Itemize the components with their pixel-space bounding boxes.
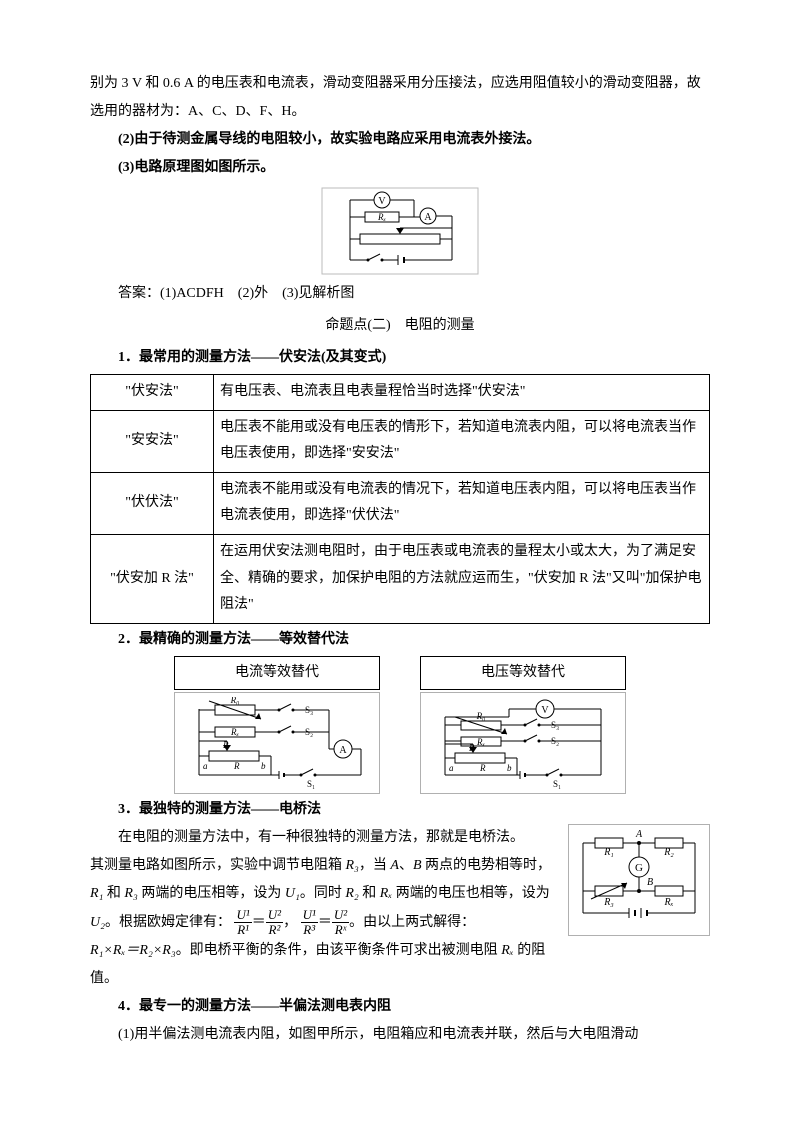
- svg-text:R₃: R₃: [603, 897, 614, 908]
- cell-desc: 电压表不能用或没有电压表的情形下，若知道电流表内阻，可以将电流表当作电压表使用，…: [214, 410, 710, 472]
- svg-text:Rₓ: Rₓ: [377, 212, 386, 222]
- svg-text:b: b: [507, 763, 512, 773]
- equiv-right-title: 电压等效替代: [420, 656, 626, 690]
- cell-label: "伏安加 R 法": [91, 534, 214, 623]
- svg-text:S₁: S₁: [307, 779, 315, 789]
- svg-text:R₀: R₀: [230, 697, 240, 705]
- svg-text:R: R: [479, 763, 486, 773]
- equiv-left-title: 电流等效替代: [174, 656, 380, 690]
- svg-text:B: B: [647, 877, 653, 888]
- methods-table: "伏安法" 有电压表、电流表且电表量程恰当时选择"伏安法" "安安法" 电压表不…: [90, 374, 710, 624]
- table-row: "伏安加 R 法" 在运用伏安法测电阻时，由于电压表或电流表的量程太小或太大，为…: [91, 534, 710, 623]
- svg-text:Rₓ: Rₓ: [664, 897, 674, 908]
- cell-label: "伏伏法": [91, 472, 214, 534]
- cell-desc: 在运用伏安法测电阻时，由于电压表或电流表的量程太小或太大，为了满足安全、精确的要…: [214, 534, 710, 623]
- answer-line: 答案：(1)ACDFH (2)外 (3)见解析图: [90, 280, 710, 308]
- table-row: "伏安法" 有电压表、电流表且电表量程恰当时选择"伏安法": [91, 375, 710, 411]
- fraction: U²R²: [266, 908, 283, 938]
- method3-title: 3．最独特的测量方法——电桥法: [90, 796, 710, 824]
- svg-text:A: A: [635, 829, 643, 840]
- svg-text:a: a: [203, 761, 208, 771]
- svg-text:Rₓ: Rₓ: [476, 737, 485, 747]
- svg-text:S₁: S₁: [553, 779, 561, 789]
- intro-p1: 别为 3 V 和 0.6 A 的电压表和电流表，滑动变阻器采用分压接法，应选用阻…: [90, 70, 710, 126]
- svg-text:R₂: R₂: [663, 847, 674, 858]
- fraction: U²Rˣ: [332, 908, 349, 938]
- svg-text:V: V: [378, 196, 386, 207]
- circuit-diagram-1: V A Rₓ: [320, 186, 480, 276]
- bridge-p3: R₁×Rₓ＝R₂×R₃。即电桥平衡的条件，由该平衡条件可求出被测电阻 Rₓ 的阻…: [90, 937, 710, 993]
- equiv-right: 电压等效替代 V R₀: [420, 656, 626, 794]
- svg-text:A: A: [424, 212, 432, 223]
- method2-title: 2．最精确的测量方法——等效替代法: [90, 626, 710, 654]
- table-row: "安安法" 电压表不能用或没有电压表的情形下，若知道电流表内阻，可以将电流表当作…: [91, 410, 710, 472]
- equiv-right-fig: V R₀ S₃: [420, 692, 626, 794]
- method4-title: 4．最专一的测量方法——半偏法测电表内阻: [90, 993, 710, 1021]
- intro-p2: (2)由于待测金属导线的电阻较小，故实验电路应采用电流表外接法。: [90, 126, 710, 154]
- equiv-substitution-figures: 电流等效替代 R₀ S₃: [90, 656, 710, 794]
- cell-label: "安安法": [91, 410, 214, 472]
- method1-title: 1．最常用的测量方法——伏安法(及其变式): [90, 344, 710, 372]
- svg-text:Rₓ: Rₓ: [230, 727, 239, 737]
- section2-title: 命题点(二) 电阻的测量: [90, 312, 710, 340]
- equiv-left-fig: R₀ S₃ Rₓ S₂: [174, 692, 380, 794]
- svg-text:R₀: R₀: [476, 711, 486, 721]
- svg-text:R: R: [233, 761, 240, 771]
- cell-desc: 电流表不能用或没有电流表的情况下，若知道电压表内阻，可以将电压表当作电流表使用，…: [214, 472, 710, 534]
- fraction: U¹R¹: [234, 908, 251, 938]
- svg-text:b: b: [261, 761, 266, 771]
- cell-label: "伏安法": [91, 375, 214, 411]
- svg-text:A: A: [339, 745, 347, 756]
- svg-text:a: a: [449, 763, 454, 773]
- svg-text:V: V: [541, 705, 549, 716]
- equiv-left: 电流等效替代 R₀ S₃: [174, 656, 380, 794]
- intro-p3: (3)电路原理图如图所示。: [90, 154, 710, 182]
- svg-text:G: G: [635, 862, 643, 874]
- fraction: U¹R³: [301, 908, 318, 938]
- bridge-circuit: R₁ R₂ A G B R₃ Rₓ: [568, 824, 710, 936]
- cell-desc: 有电压表、电流表且电表量程恰当时选择"伏安法": [214, 375, 710, 411]
- svg-text:R₁: R₁: [603, 847, 614, 858]
- table-row: "伏伏法" 电流表不能用或没有电流表的情况下，若知道电压表内阻，可以将电压表当作…: [91, 472, 710, 534]
- method4-p1: (1)用半偏法测电流表内阻，如图甲所示，电阻箱应和电流表并联，然后与大电阻滑动: [90, 1021, 710, 1049]
